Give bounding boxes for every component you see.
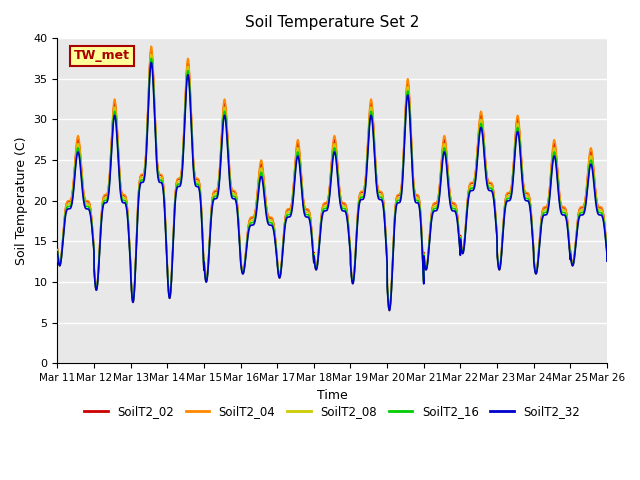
Text: TW_met: TW_met <box>74 49 130 62</box>
Title: Soil Temperature Set 2: Soil Temperature Set 2 <box>245 15 419 30</box>
Legend: SoilT2_02, SoilT2_04, SoilT2_08, SoilT2_16, SoilT2_32: SoilT2_02, SoilT2_04, SoilT2_08, SoilT2_… <box>79 400 585 422</box>
X-axis label: Time: Time <box>317 389 348 402</box>
Y-axis label: Soil Temperature (C): Soil Temperature (C) <box>15 136 28 265</box>
